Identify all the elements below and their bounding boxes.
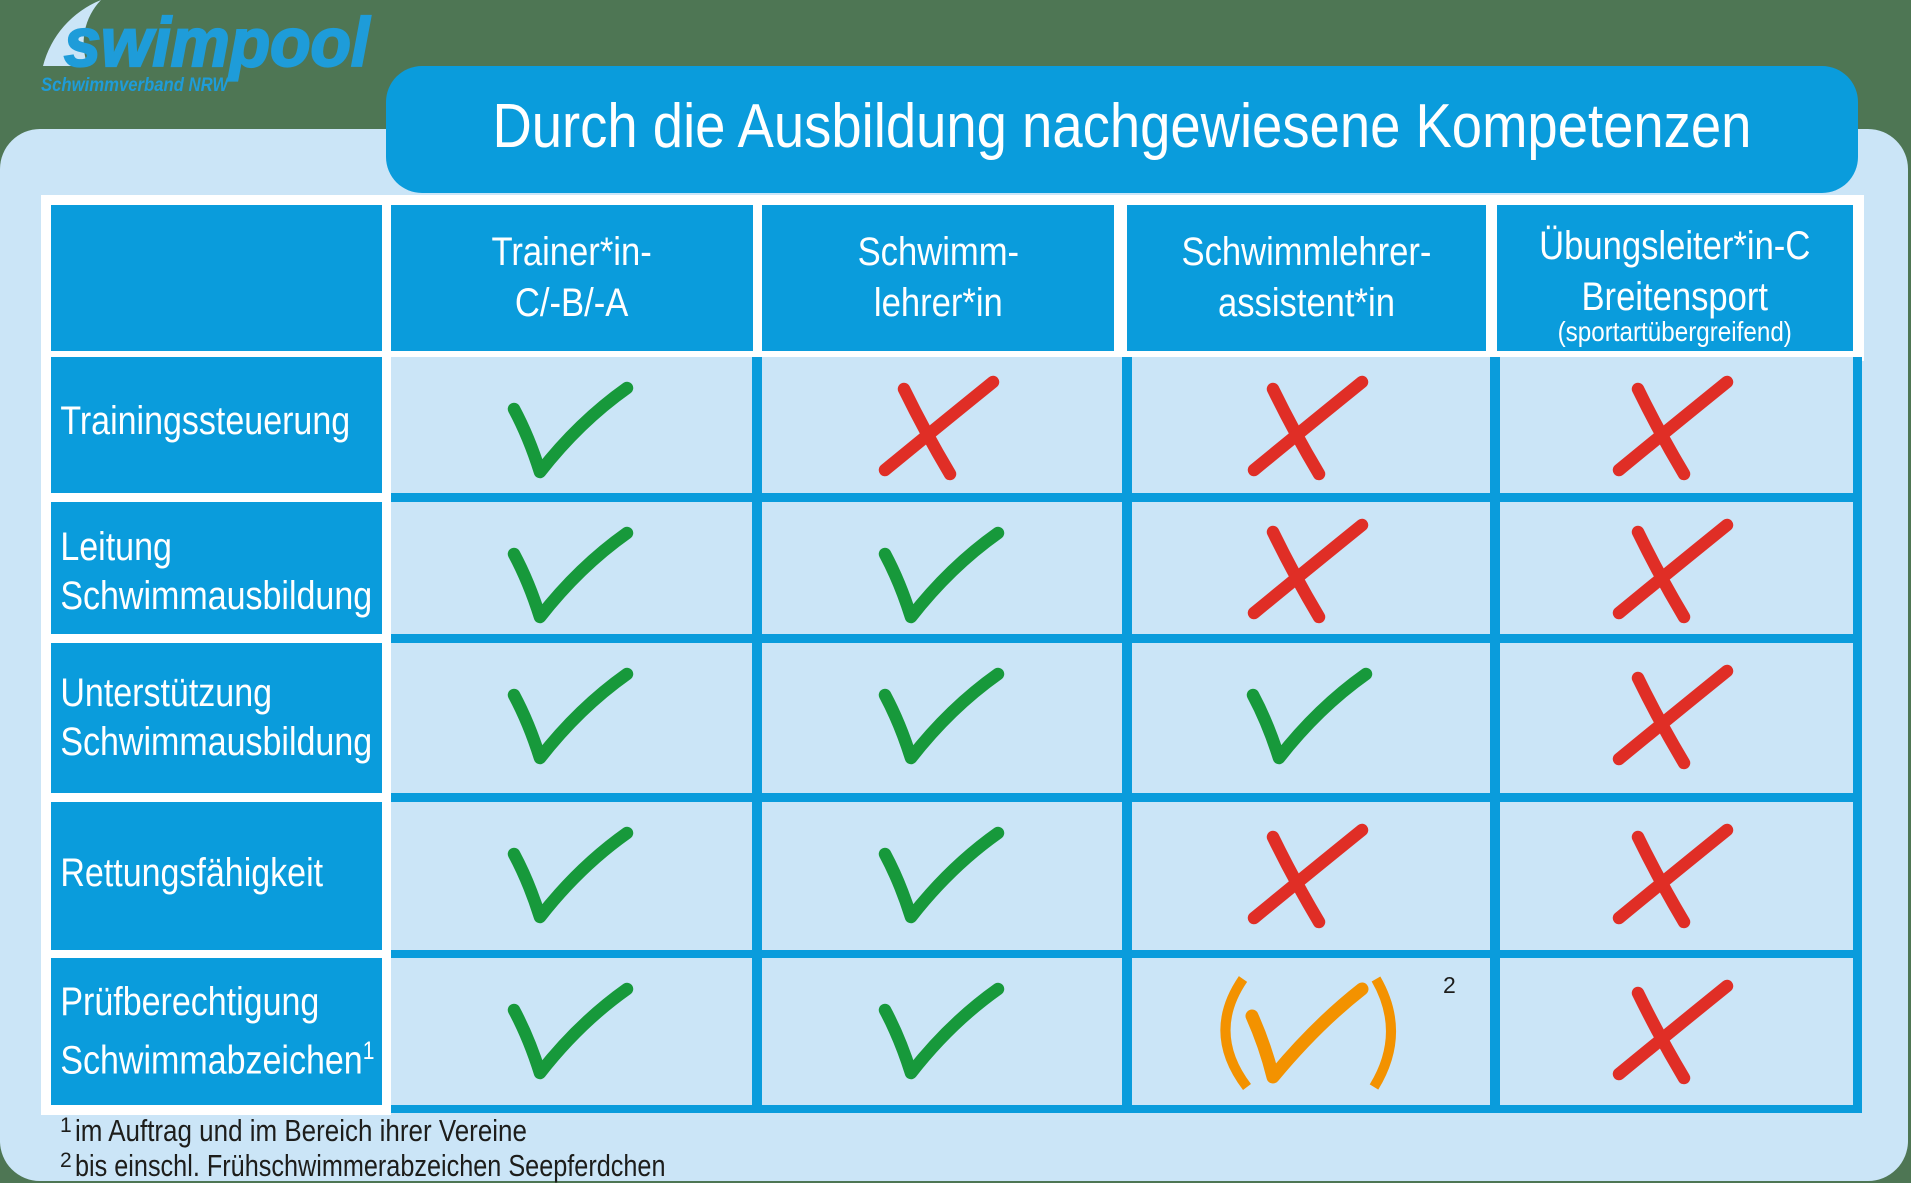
svg-text:Schwimmverband NRW: Schwimmverband NRW: [41, 74, 230, 95]
svg-text:swimpool: swimpool: [64, 5, 371, 82]
